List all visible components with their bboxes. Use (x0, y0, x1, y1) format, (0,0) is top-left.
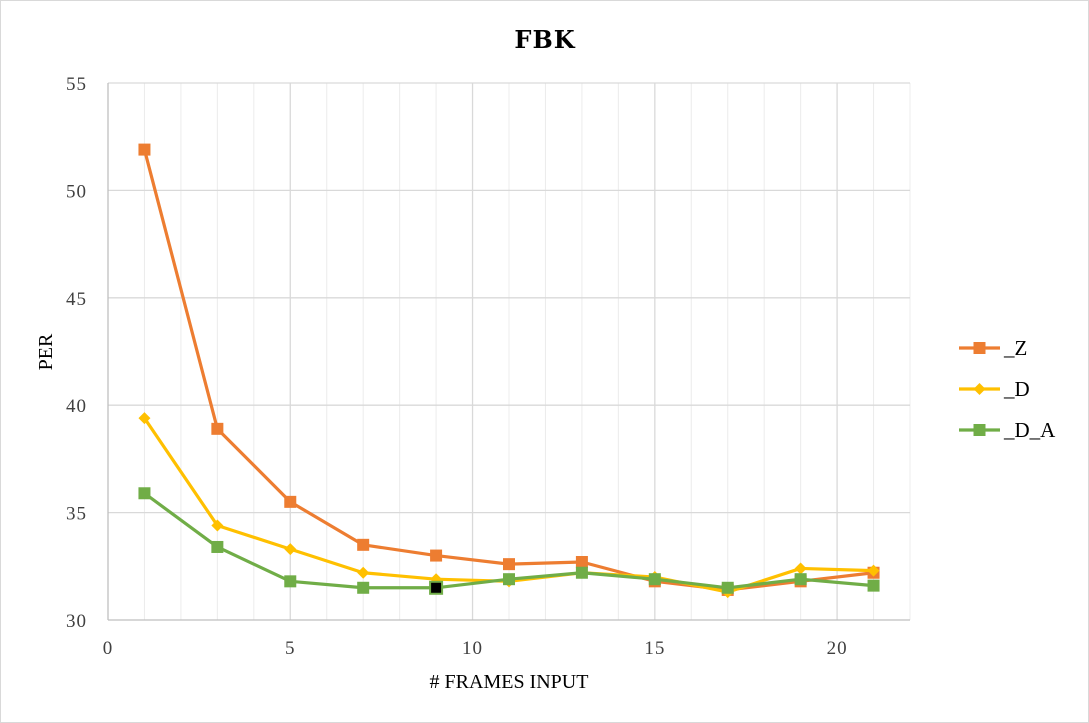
legend-label: _Z (1003, 336, 1027, 360)
x-tick-label: 20 (827, 638, 848, 659)
data-point-marker (357, 566, 370, 579)
highlighted-point-outline (429, 580, 444, 595)
y-tick-label: 45 (66, 289, 87, 310)
data-point-marker (357, 581, 370, 594)
legend-marker (973, 424, 986, 436)
x-tick-label: 5 (285, 638, 296, 659)
x-tick-label: 10 (462, 638, 483, 659)
x-tick-label: 15 (644, 638, 665, 659)
data-point-marker (284, 495, 297, 508)
data-point-marker (430, 581, 443, 594)
y-axis-label: PER (35, 333, 57, 370)
axis-ticks: 30 35 40 45 50 55 0 5 10 15 20 (66, 74, 848, 659)
data-point-marker (211, 422, 224, 435)
data-point-marker (575, 566, 588, 579)
data-point-marker (211, 519, 224, 532)
y-tick-label: 50 (66, 181, 87, 202)
data-point-marker (284, 543, 297, 556)
legend-marker (973, 383, 986, 395)
chart-title: FBK (514, 25, 575, 54)
data-point-marker (138, 487, 151, 500)
data-point-marker (503, 573, 515, 586)
data-point-marker (211, 540, 224, 553)
data-point-marker (503, 558, 515, 571)
legend-marker (973, 342, 986, 354)
legend-label: _D (1003, 377, 1030, 401)
y-tick-label: 35 (66, 504, 87, 525)
data-point-marker (575, 556, 588, 569)
data-point-marker (794, 562, 807, 575)
series-da (138, 487, 880, 595)
y-tick-label: 30 (66, 611, 87, 632)
data-point-marker (357, 538, 370, 551)
gridlines (107, 82, 911, 621)
y-tick-label: 55 (66, 74, 87, 95)
data-point-marker (867, 579, 880, 592)
data-point-marker (284, 575, 297, 588)
legend-label: _D_A (1003, 418, 1056, 442)
x-tick-label: 0 (103, 638, 114, 659)
data-point-marker (794, 573, 807, 586)
series-group (138, 143, 880, 599)
data-point-marker (138, 412, 151, 425)
data-point-marker (430, 549, 443, 562)
data-point-marker (138, 143, 151, 156)
data-point-marker (867, 564, 880, 577)
legend: _Z _D _D_A (959, 336, 1056, 442)
data-point-marker (648, 573, 661, 586)
data-point-marker (721, 581, 734, 594)
x-axis-label: # FRAMES INPUT (430, 671, 589, 693)
y-tick-label: 40 (66, 396, 87, 417)
